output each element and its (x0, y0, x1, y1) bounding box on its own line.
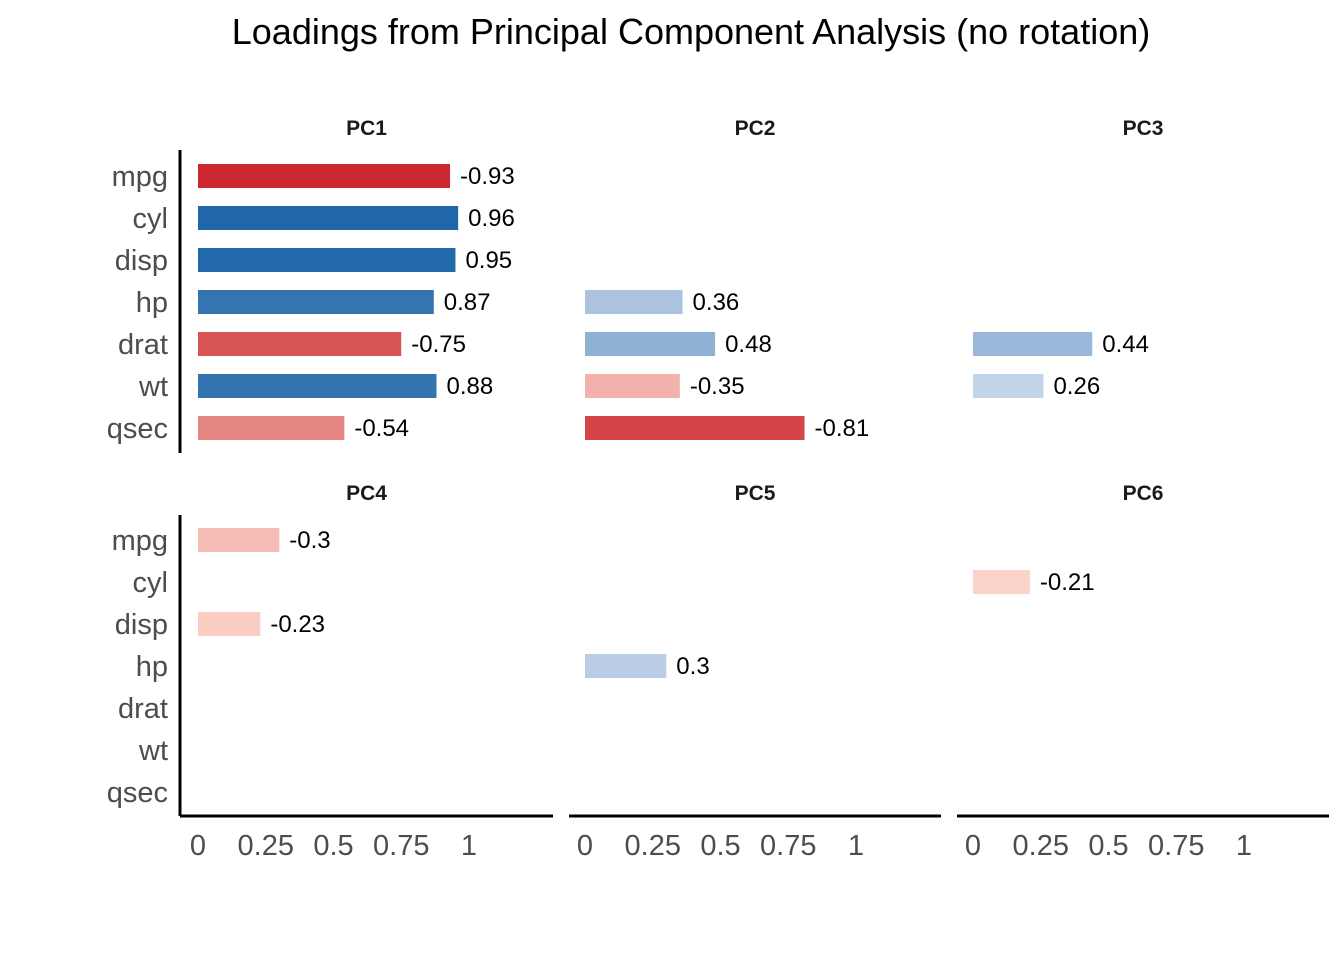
bar-pc4-disp (198, 612, 261, 636)
data-label: -0.23 (270, 611, 325, 638)
data-label: -0.81 (815, 415, 870, 442)
bar-pc2-drat (585, 332, 716, 356)
facet-strip-label: PC6 (1123, 482, 1164, 505)
data-label: 0.95 (465, 247, 512, 274)
bar-pc4-mpg (198, 528, 280, 552)
bar-pc1-wt (198, 374, 437, 398)
bar-pc6-cyl (973, 570, 1030, 594)
data-label: 0.26 (1053, 373, 1100, 400)
data-label: -0.3 (289, 527, 330, 554)
y-tick-label: hp (136, 287, 168, 319)
data-label: -0.21 (1040, 569, 1095, 596)
y-tick-label: mpg (112, 525, 168, 557)
chart-title: Loadings from Principal Component Analys… (232, 11, 1150, 52)
facet-strip-label: PC1 (346, 117, 387, 140)
y-tick-label: cyl (133, 567, 168, 599)
bar-pc1-qsec (198, 416, 345, 440)
y-tick-label: qsec (107, 777, 168, 809)
facet-strip-label: PC2 (735, 117, 776, 140)
data-label: 0.44 (1102, 331, 1149, 358)
x-tick-label: 0.75 (1148, 830, 1204, 862)
bar-pc1-cyl (198, 206, 459, 230)
y-tick-label: mpg (112, 161, 168, 193)
bar-pc1-mpg (198, 164, 451, 188)
x-tick-label: 0 (190, 830, 206, 862)
y-tick-label: drat (118, 693, 168, 725)
facet-strip-label: PC4 (346, 482, 387, 505)
y-tick-label: drat (118, 329, 168, 361)
bar-pc5-hp (585, 654, 667, 678)
facet-strip-label: PC5 (735, 482, 776, 505)
bar-pc3-drat (973, 332, 1093, 356)
bar-pc3-wt (973, 374, 1044, 398)
x-tick-label: 0.25 (238, 830, 294, 862)
data-label: 0.48 (725, 331, 772, 358)
y-tick-label: wt (138, 735, 168, 767)
x-tick-label: 0.25 (1013, 830, 1069, 862)
bar-pc1-hp (198, 290, 434, 314)
x-tick-label: 1 (461, 830, 477, 862)
bar-pc1-drat (198, 332, 402, 356)
x-tick-label: 0.5 (313, 830, 353, 862)
x-tick-label: 0 (965, 830, 981, 862)
data-label: 0.87 (444, 289, 491, 316)
y-tick-label: wt (138, 371, 168, 403)
y-tick-label: qsec (107, 413, 168, 445)
data-label: -0.54 (354, 415, 409, 442)
bar-pc2-qsec (585, 416, 805, 440)
data-label: 0.36 (693, 289, 740, 316)
y-tick-label: hp (136, 651, 168, 683)
data-label: -0.93 (460, 163, 515, 190)
x-tick-label: 0 (577, 830, 593, 862)
facet-strip-label: PC3 (1123, 117, 1164, 140)
x-tick-label: 1 (1236, 830, 1252, 862)
bar-pc2-wt (585, 374, 680, 398)
data-label: -0.35 (690, 373, 745, 400)
bar-pc2-hp (585, 290, 683, 314)
facet-panels: mpg cyl disp hp drat wt qsec mpg cyl disp hp drat wt… (107, 117, 1329, 862)
x-tick-label: 0.25 (625, 830, 681, 862)
data-label: 0.96 (468, 205, 515, 232)
y-tick-label: disp (115, 609, 168, 641)
data-label: 0.3 (676, 653, 709, 680)
data-label: -0.75 (411, 331, 466, 358)
x-tick-label: 0.5 (1088, 830, 1128, 862)
x-tick-label: 0.5 (700, 830, 740, 862)
x-tick-label: 0.75 (760, 830, 816, 862)
bar-pc1-disp (198, 248, 456, 272)
y-tick-label: disp (115, 245, 168, 277)
data-label: 0.88 (446, 373, 493, 400)
x-tick-label: 0.75 (373, 830, 429, 862)
x-tick-label: 1 (848, 830, 864, 862)
y-tick-label: cyl (133, 203, 168, 235)
